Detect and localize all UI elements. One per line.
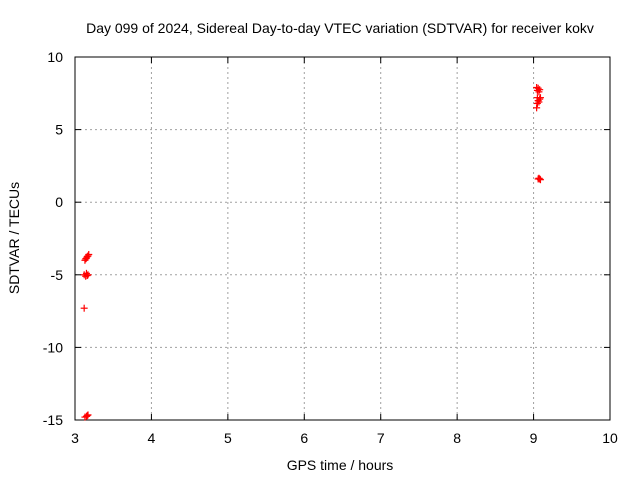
y-tick-label: 5 bbox=[55, 122, 63, 138]
y-axis-label: SDTVAR / TECUs bbox=[6, 182, 22, 294]
grid-lines bbox=[75, 57, 610, 420]
x-axis-label: GPS time / hours bbox=[287, 457, 394, 473]
y-tick-label: 10 bbox=[47, 49, 63, 65]
data-point-marker bbox=[83, 272, 91, 280]
data-point-marker bbox=[85, 250, 93, 258]
x-tick-label: 3 bbox=[71, 430, 79, 446]
data-point-marker bbox=[536, 176, 544, 184]
data-point-marker bbox=[534, 84, 542, 92]
data-point-marker bbox=[80, 304, 88, 312]
y-tick-label: 0 bbox=[55, 194, 63, 210]
data-point-marker bbox=[82, 412, 90, 420]
data-point-marker bbox=[84, 411, 92, 419]
data-point-marker bbox=[536, 95, 544, 103]
data-point-marker bbox=[533, 99, 541, 107]
x-tick-label: 4 bbox=[148, 430, 156, 446]
chart-title: Day 099 of 2024, Sidereal Day-to-day VTE… bbox=[86, 20, 594, 36]
data-points bbox=[80, 83, 544, 421]
x-tick-labels: 3 4 5 6 7 8 9 10 bbox=[71, 430, 618, 446]
data-point-marker bbox=[536, 94, 544, 102]
y-tick-label: -15 bbox=[43, 412, 63, 428]
y-tick-label: -10 bbox=[43, 339, 63, 355]
y-tick-labels: -15 -10 -5 0 5 10 bbox=[43, 49, 63, 428]
data-point-marker bbox=[536, 175, 544, 183]
x-tick-label: 10 bbox=[602, 430, 618, 446]
data-point-marker bbox=[535, 174, 543, 182]
x-tick-label: 8 bbox=[453, 430, 461, 446]
plot-frame bbox=[74, 56, 611, 421]
x-tick-label: 7 bbox=[377, 430, 385, 446]
x-tick-label: 5 bbox=[224, 430, 232, 446]
data-point-marker bbox=[533, 104, 541, 112]
data-point-marker bbox=[84, 252, 92, 260]
axis-ticks bbox=[74, 56, 611, 421]
data-point-marker bbox=[536, 86, 544, 94]
x-tick-label: 6 bbox=[300, 430, 308, 446]
data-point-marker bbox=[83, 412, 91, 420]
x-tick-label: 9 bbox=[530, 430, 538, 446]
data-point-marker bbox=[84, 271, 92, 279]
y-tick-label: -5 bbox=[51, 267, 64, 283]
